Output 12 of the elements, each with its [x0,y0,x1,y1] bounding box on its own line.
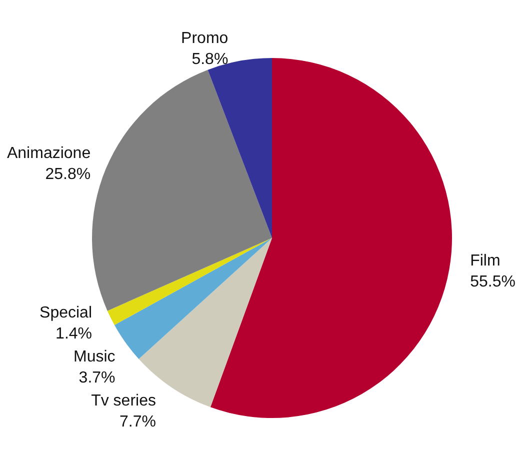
slice-label: Music [73,348,116,366]
slice-label: Promo [181,30,228,48]
slice-label: Tv series [91,392,156,410]
data-label: 5.8% [192,51,228,68]
slice-label: Animazione [6,145,91,162]
slice-label: Special [40,304,92,322]
data-label: 3.7% [78,369,116,386]
slice-label: Film [470,252,500,270]
data-label: 7.7% [120,413,156,430]
data-label: 55.5% [470,273,516,290]
data-label: 25.8% [45,166,91,184]
data-label: 1.4% [56,325,92,342]
